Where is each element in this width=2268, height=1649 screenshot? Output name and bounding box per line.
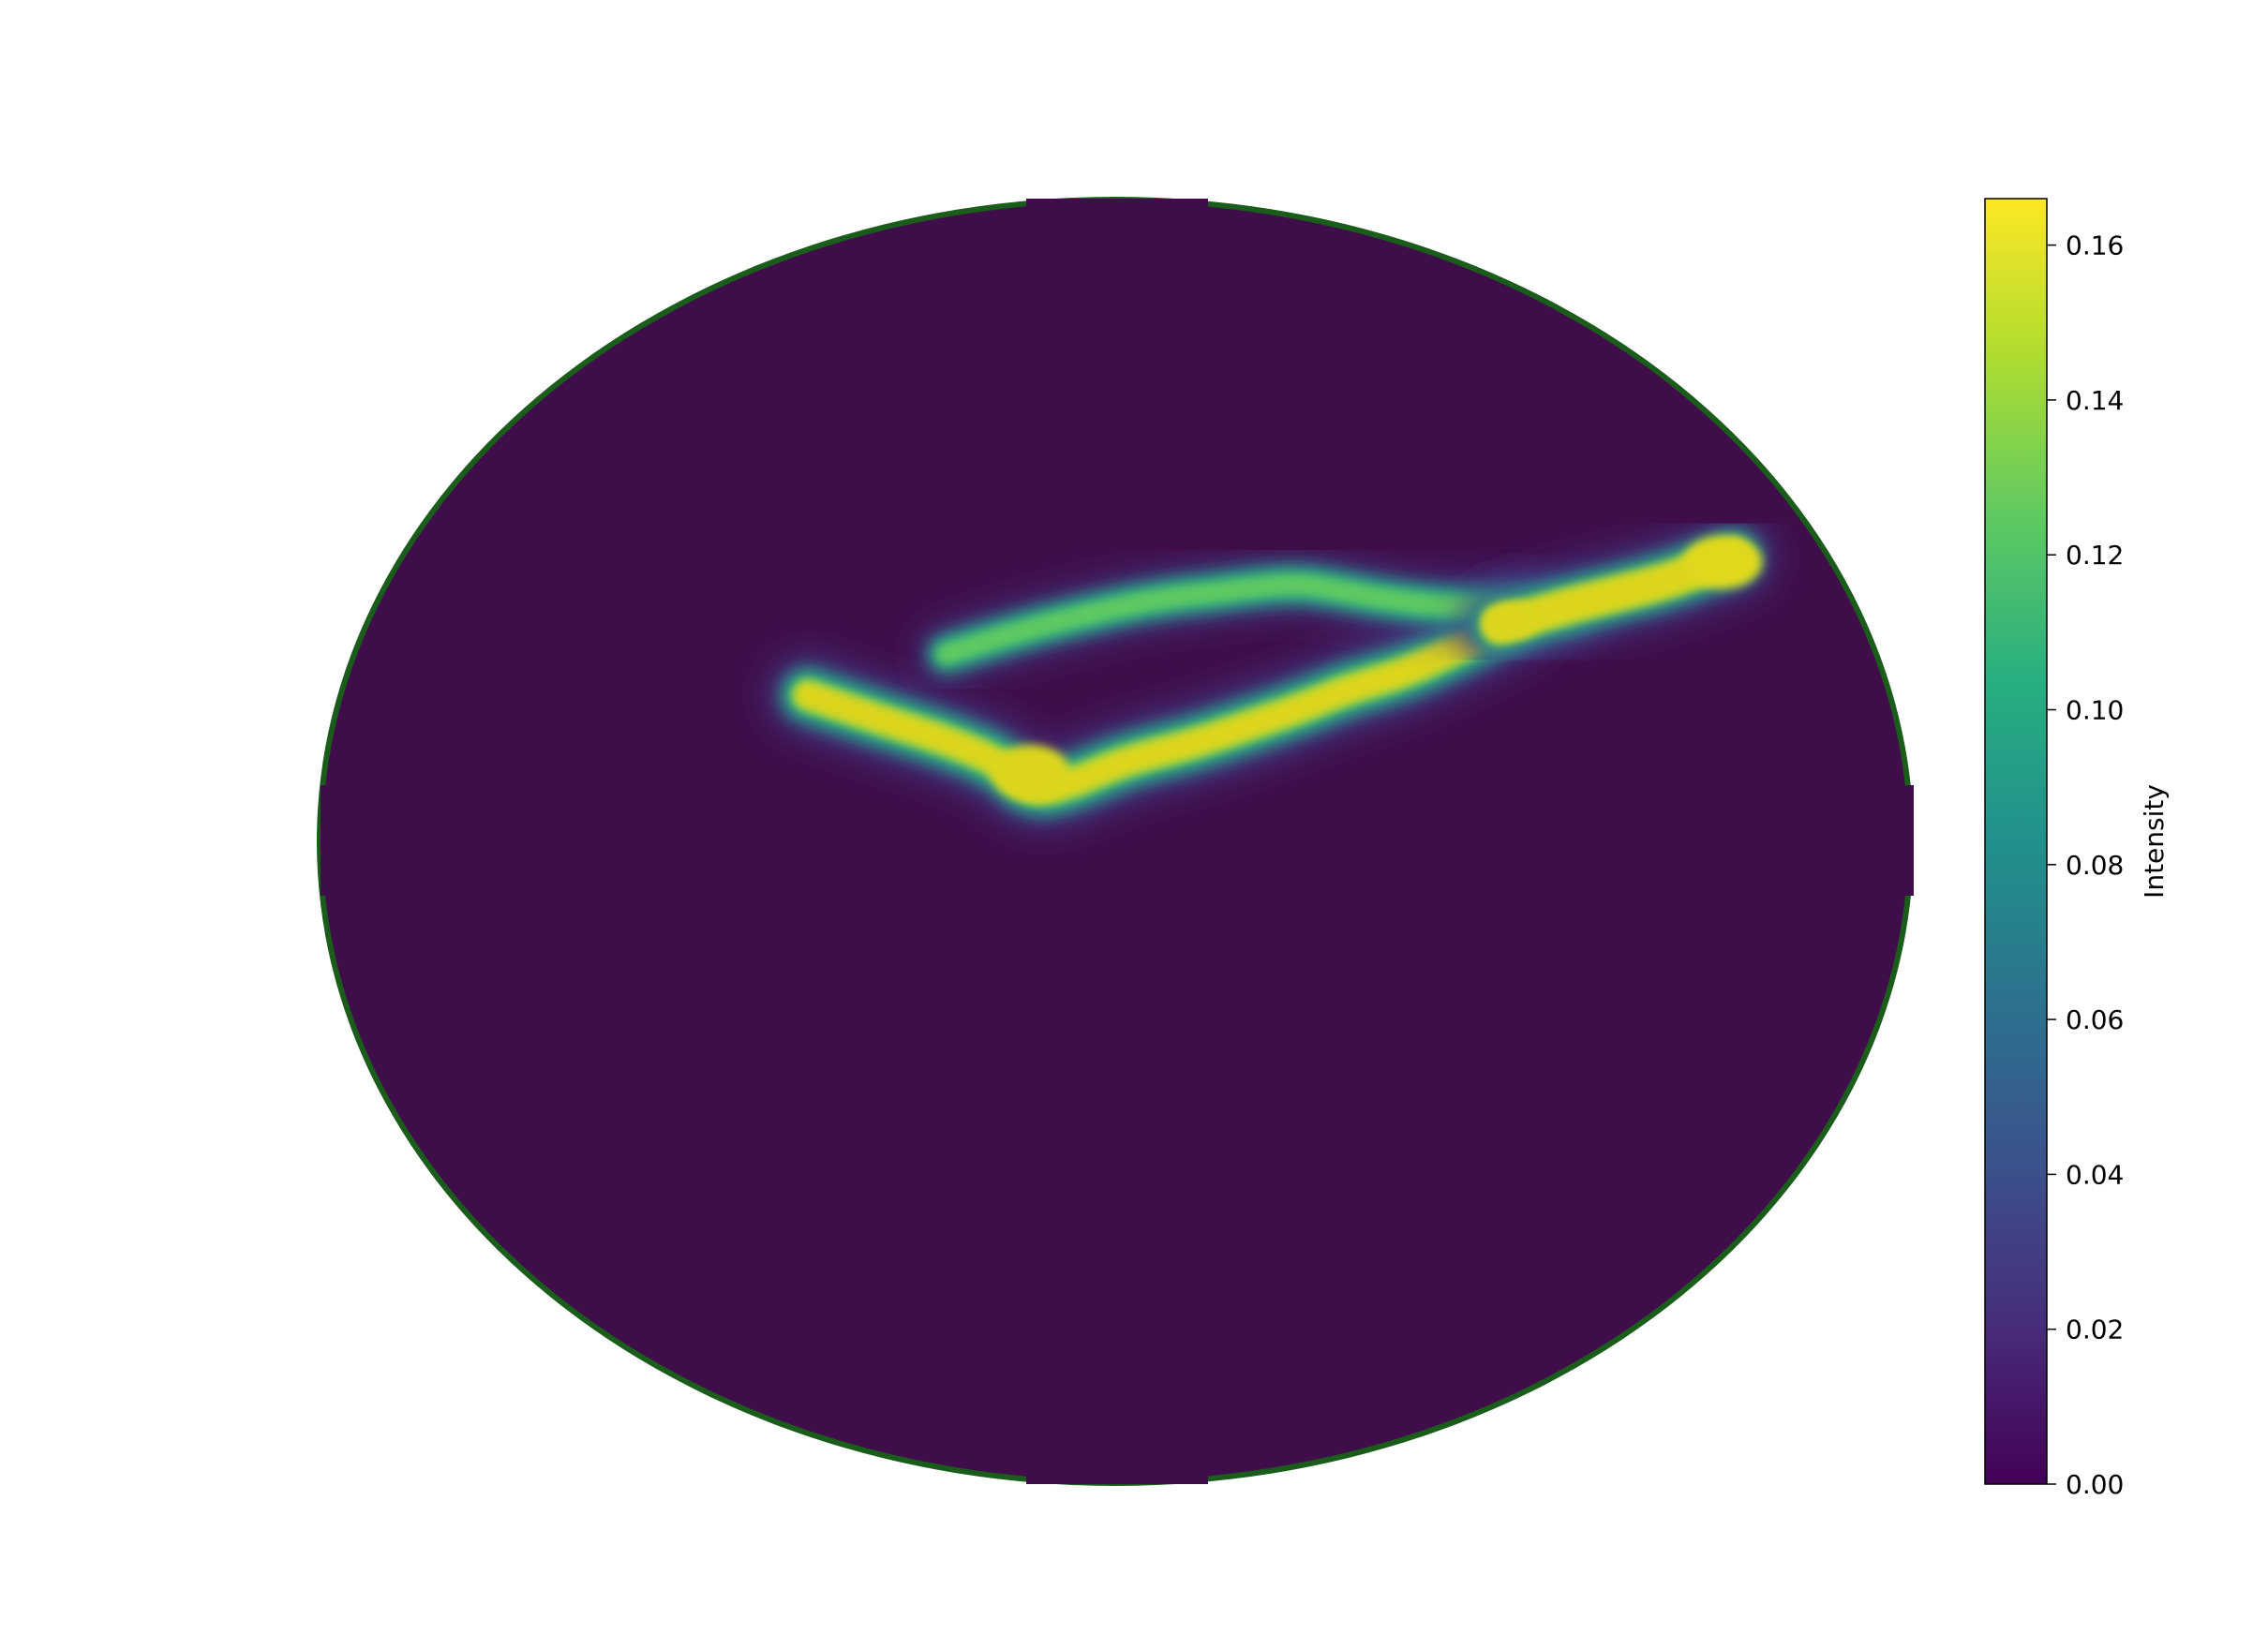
colorbar-tick-label: 0.00 (2066, 1469, 2124, 1500)
grid-left-strip (321, 785, 377, 896)
hot-spot-lower-band (768, 578, 1559, 830)
colorbar-tick-label: 0.14 (2066, 385, 2124, 416)
hot-spot-blob-mid (1483, 602, 1539, 639)
colorbar-tick-label: 0.10 (2066, 694, 2124, 725)
colorbar: 0.00 0.02 0.04 0.06 0.08 0.10 0.12 0.14 0.16 Int… (1984, 198, 2170, 1500)
colorbar-tick-label: 0.02 (2066, 1315, 2124, 1345)
colorbar-tick-label: 0.06 (2066, 1004, 2124, 1035)
grid-right-strip (1856, 785, 1914, 896)
heatmap-background (322, 202, 1908, 1480)
colorbar-tick-label: 0.12 (2066, 540, 2124, 571)
intensity-structures (768, 517, 1774, 830)
grid-top-strip (1026, 199, 1208, 255)
colorbar-tick-label: 0.16 (2066, 230, 2124, 261)
hot-spot-core (794, 604, 1532, 804)
colorbar-tick-label: 0.04 (2066, 1159, 2124, 1190)
colorbar-label: Intensity (2139, 784, 2170, 899)
colorbar-gradient (1984, 198, 2048, 1485)
hot-spot-upper-band (918, 557, 1603, 682)
grid-bottom-strip (1026, 1426, 1208, 1484)
hot-spot-blob-left (992, 745, 1070, 801)
hot-spot-layer (936, 574, 1585, 664)
hot-spot-blob-right (1683, 536, 1762, 588)
heatmap-plot-area (317, 197, 1914, 1486)
colorbar-ticks: 0.00 0.02 0.04 0.06 0.08 0.10 0.12 0.14 0.16 (2047, 230, 2124, 1500)
colorbar-tick-label: 0.08 (2066, 850, 2124, 881)
